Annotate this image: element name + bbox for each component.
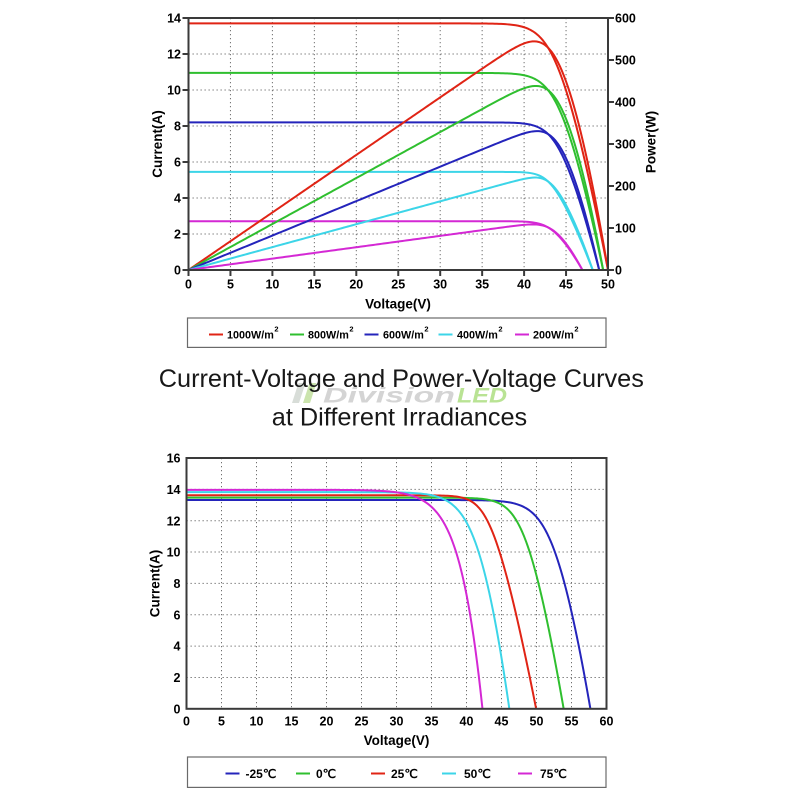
svg-text:50: 50: [601, 278, 615, 292]
svg-text:Current(A): Current(A): [148, 550, 163, 618]
svg-text:10: 10: [265, 278, 279, 292]
svg-text:8: 8: [174, 577, 181, 591]
svg-text:40: 40: [517, 278, 531, 292]
svg-text:5: 5: [218, 715, 225, 729]
svg-text:50: 50: [530, 715, 544, 729]
svg-text:16: 16: [167, 452, 181, 466]
svg-text:12: 12: [167, 514, 181, 528]
svg-text:5: 5: [227, 278, 234, 292]
svg-text:14: 14: [167, 483, 181, 497]
svg-text:500: 500: [615, 54, 636, 68]
svg-text:20: 20: [320, 715, 334, 729]
svg-text:2: 2: [574, 325, 578, 334]
svg-text:25℃: 25℃: [391, 767, 418, 781]
svg-text:6: 6: [174, 608, 181, 622]
svg-text:600W/m: 600W/m: [383, 330, 424, 342]
svg-text:Current(A): Current(A): [150, 110, 165, 178]
svg-text:0℃: 0℃: [316, 767, 336, 781]
svg-text:-25℃: -25℃: [246, 767, 277, 781]
svg-text:35: 35: [425, 715, 439, 729]
svg-text:4: 4: [174, 640, 181, 654]
svg-text:2: 2: [424, 325, 428, 334]
svg-text:2: 2: [349, 325, 353, 334]
svg-text:0: 0: [183, 715, 190, 729]
svg-text:0: 0: [174, 702, 181, 716]
svg-text:2: 2: [274, 325, 278, 334]
svg-text:30: 30: [433, 278, 447, 292]
svg-text:6: 6: [174, 156, 181, 170]
svg-text:LED: LED: [457, 384, 507, 407]
svg-text:12: 12: [167, 48, 181, 62]
svg-text:25: 25: [355, 715, 369, 729]
svg-text:15: 15: [307, 278, 321, 292]
svg-text:14: 14: [167, 12, 181, 26]
svg-text:10: 10: [167, 84, 181, 98]
svg-text:400W/m: 400W/m: [457, 330, 498, 342]
svg-text:1000W/m: 1000W/m: [227, 330, 274, 342]
svg-text:Division: Division: [323, 384, 455, 407]
svg-text:50℃: 50℃: [464, 767, 491, 781]
svg-text:55: 55: [565, 715, 579, 729]
svg-text:10: 10: [250, 715, 264, 729]
svg-text:Voltage(V): Voltage(V): [364, 733, 430, 748]
svg-text:Voltage(V): Voltage(V): [365, 297, 431, 312]
svg-text:200: 200: [615, 180, 636, 194]
svg-text:0: 0: [185, 278, 192, 292]
svg-text:2: 2: [174, 228, 181, 242]
svg-text:600: 600: [615, 12, 636, 26]
svg-text:35: 35: [475, 278, 489, 292]
svg-text:2: 2: [174, 671, 181, 685]
svg-text:10: 10: [167, 546, 181, 560]
svg-text:2: 2: [498, 325, 502, 334]
svg-text:200W/m: 200W/m: [533, 330, 574, 342]
svg-text:30: 30: [390, 715, 404, 729]
svg-text:100: 100: [615, 222, 636, 236]
svg-text:25: 25: [391, 278, 405, 292]
svg-text:0: 0: [615, 264, 622, 278]
svg-text:400: 400: [615, 96, 636, 110]
svg-text:20: 20: [349, 278, 363, 292]
svg-text:45: 45: [495, 715, 509, 729]
svg-text:8: 8: [174, 120, 181, 134]
svg-text:45: 45: [559, 278, 573, 292]
svg-text:Power(W): Power(W): [644, 111, 659, 173]
svg-text:4: 4: [174, 192, 181, 206]
svg-text:800W/m: 800W/m: [308, 330, 349, 342]
svg-text:60: 60: [600, 715, 614, 729]
svg-text:75℃: 75℃: [540, 767, 567, 781]
svg-text:Current-Voltage and Power-Volt: Current-Voltage and Power-Voltage Curves: [159, 365, 644, 393]
svg-text:40: 40: [460, 715, 474, 729]
svg-text:0: 0: [174, 264, 181, 278]
svg-text:300: 300: [615, 138, 636, 152]
svg-text:15: 15: [285, 715, 299, 729]
svg-text:at Different Irradiances: at Different Irradiances: [272, 404, 527, 432]
